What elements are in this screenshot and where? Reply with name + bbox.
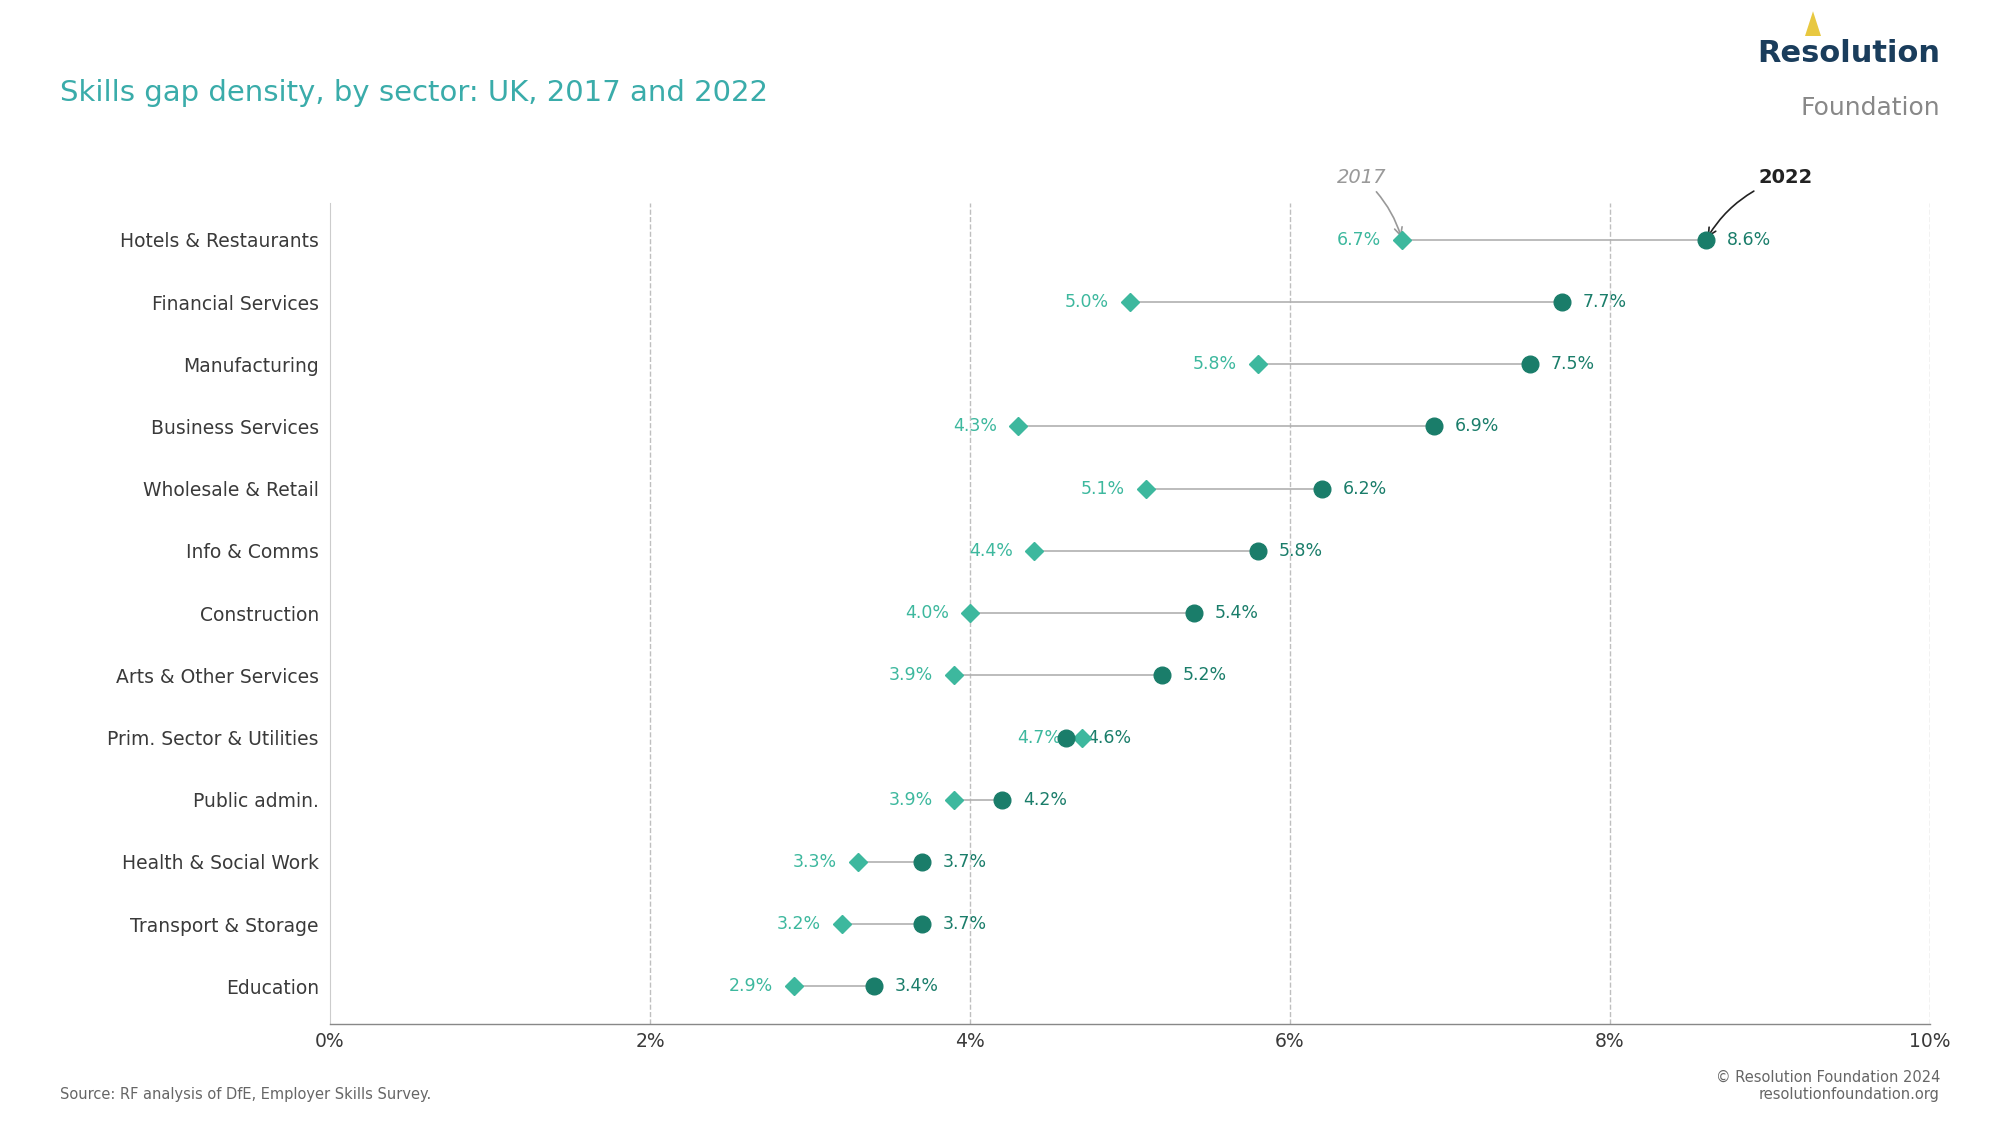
Text: 4.4%: 4.4% [970, 542, 1014, 560]
Text: 5.8%: 5.8% [1194, 356, 1238, 374]
Text: 6.2%: 6.2% [1342, 479, 1388, 497]
Text: 2.9%: 2.9% [728, 978, 774, 996]
Text: 5.4%: 5.4% [1214, 604, 1258, 622]
Text: Foundation: Foundation [1800, 96, 1940, 119]
Text: 4.7%: 4.7% [1018, 729, 1062, 747]
Text: 4.0%: 4.0% [906, 604, 950, 622]
Text: 5.2%: 5.2% [1182, 666, 1226, 684]
Text: 3.9%: 3.9% [888, 791, 934, 809]
Text: 6.9%: 6.9% [1454, 417, 1500, 435]
Text: 4.2%: 4.2% [1022, 791, 1066, 809]
Text: 3.3%: 3.3% [794, 853, 838, 871]
Text: 4.3%: 4.3% [954, 417, 998, 435]
Text: 5.0%: 5.0% [1066, 292, 1110, 310]
Text: 3.4%: 3.4% [894, 978, 938, 996]
Text: 2017: 2017 [1338, 168, 1402, 235]
Text: 7.7%: 7.7% [1582, 292, 1626, 310]
Text: 7.5%: 7.5% [1550, 356, 1594, 374]
Text: 3.2%: 3.2% [778, 916, 822, 934]
Text: Source: RF analysis of DfE, Employer Skills Survey.: Source: RF analysis of DfE, Employer Ski… [60, 1088, 432, 1102]
Text: © Resolution Foundation 2024
resolutionfoundation.org: © Resolution Foundation 2024 resolutionf… [1716, 1070, 1940, 1102]
Text: 6.7%: 6.7% [1336, 231, 1382, 249]
Text: 8.6%: 8.6% [1726, 231, 1772, 249]
Text: 5.8%: 5.8% [1278, 542, 1322, 560]
Text: 3.9%: 3.9% [888, 666, 934, 684]
Text: 3.7%: 3.7% [942, 916, 986, 934]
Text: 3.7%: 3.7% [942, 853, 986, 871]
Text: 4.6%: 4.6% [1086, 729, 1130, 747]
Text: 2022: 2022 [1708, 168, 1814, 236]
Text: Skills gap density, by sector: UK, 2017 and 2022: Skills gap density, by sector: UK, 2017 … [60, 79, 768, 107]
Text: Resolution: Resolution [1758, 39, 1940, 69]
Text: 5.1%: 5.1% [1082, 479, 1126, 497]
